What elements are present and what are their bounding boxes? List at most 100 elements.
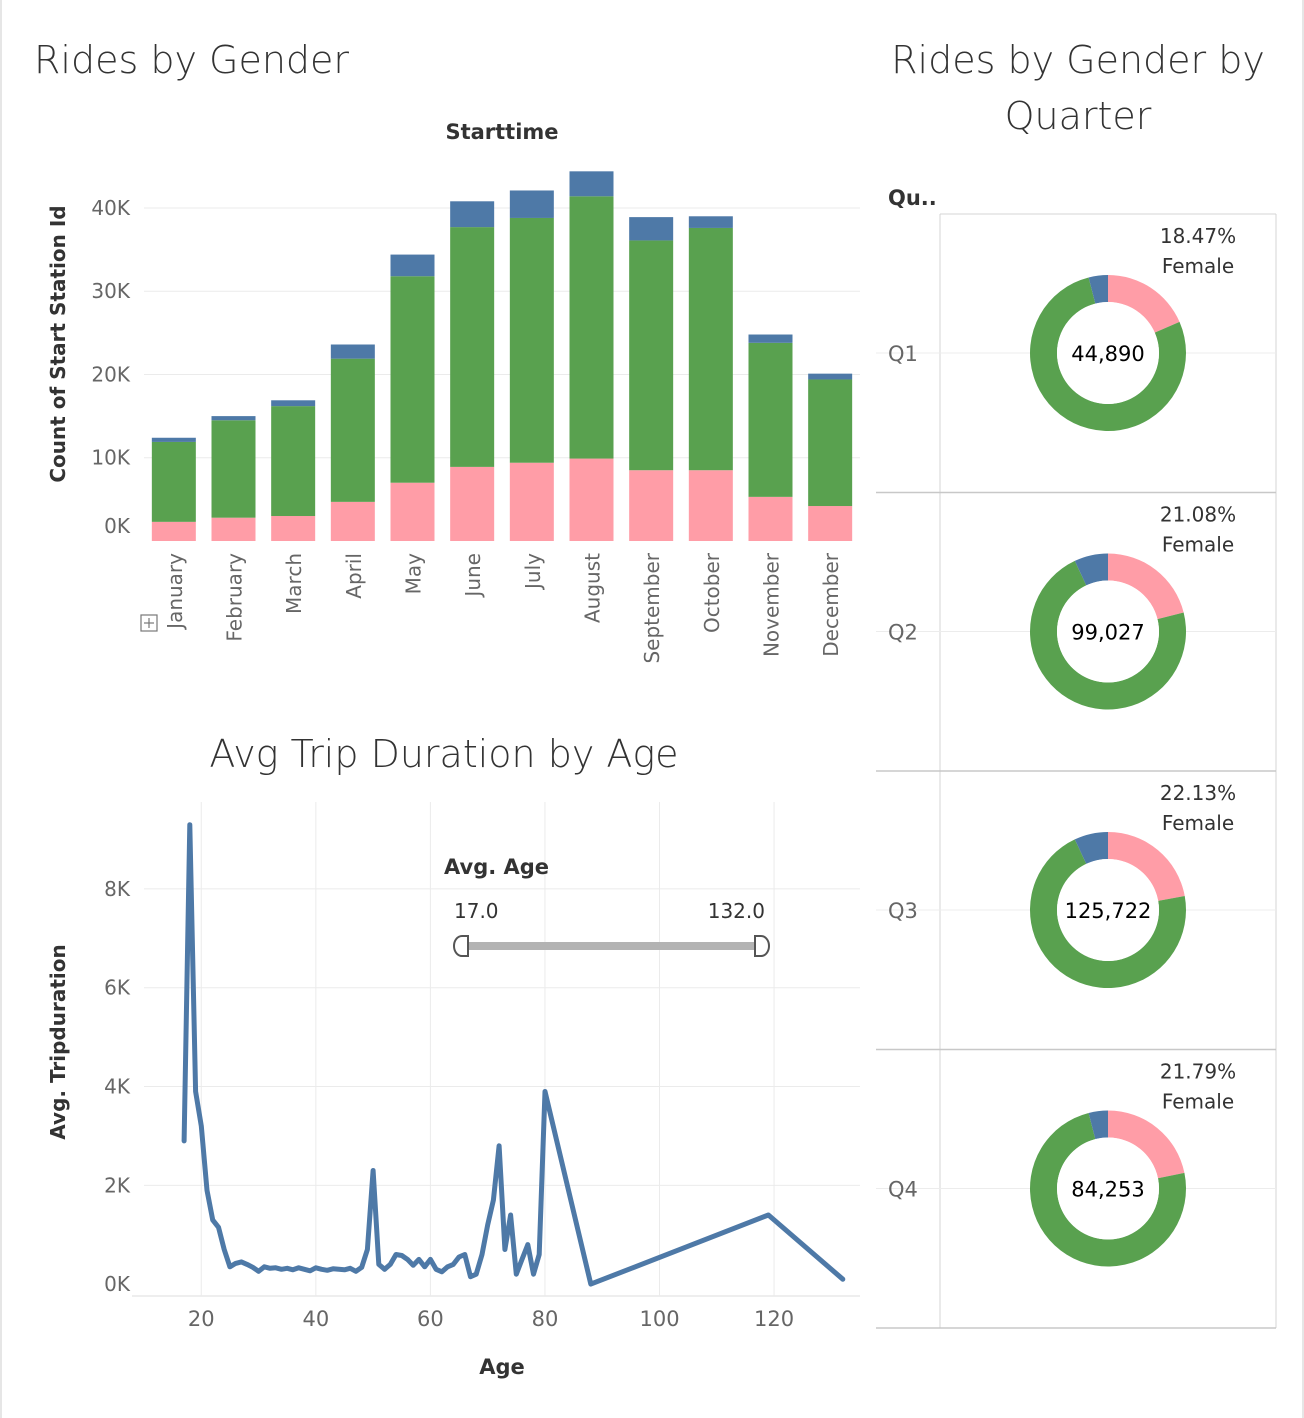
female-donut-slice[interactable] [1108, 1110, 1185, 1179]
unknown-bar-segment[interactable] [271, 400, 316, 407]
line-y-tick-label: 4K [104, 1075, 131, 1099]
female-bar-segment[interactable] [509, 462, 554, 541]
quarter-total-label: 84,253 [1071, 1178, 1144, 1202]
line-x-tick-label: 20 [188, 1307, 215, 1331]
month-tick-label: November [760, 552, 784, 657]
female-bar-segment[interactable] [390, 482, 435, 541]
female-donut-slice[interactable] [1108, 275, 1180, 333]
female-bar-segment[interactable] [629, 470, 674, 541]
trip-duration-series-line [181, 822, 846, 1287]
male-bar-segment[interactable] [569, 196, 614, 459]
quarter-row-q3: Q3 125,722 22.13% Female [876, 781, 1276, 988]
unknown-bar-segment[interactable] [629, 217, 674, 241]
line-y-tick-label: 8K [104, 877, 131, 901]
female-bar-segment[interactable] [808, 506, 853, 541]
male-bar-segment[interactable] [808, 379, 853, 507]
male-donut-slice[interactable] [1030, 1112, 1186, 1267]
donut-hole [1057, 580, 1159, 683]
line-y-axis-label: Avg. Tripduration [46, 944, 70, 1139]
unknown-bar-segment[interactable] [688, 216, 733, 228]
donut-hole [1057, 1137, 1159, 1240]
female-bar-segment[interactable] [569, 458, 614, 541]
line-x-tick-label: 120 [754, 1307, 794, 1331]
unknown-bar-segment[interactable] [211, 416, 256, 421]
bar-y-tick-label: 40K [91, 196, 130, 220]
unknown-bar-segment[interactable] [748, 334, 793, 343]
unknown-donut-slice[interactable] [1088, 275, 1108, 304]
bar-y-tick-label: 30K [91, 279, 130, 303]
quarter-row-q2: Q2 99,027 21.08% Female [876, 503, 1276, 710]
female-bar-segment[interactable] [450, 466, 495, 541]
line-y-tick-label: 0K [104, 1272, 131, 1296]
age-slider-max-handle[interactable] [754, 935, 770, 957]
unknown-bar-segment[interactable] [450, 201, 495, 228]
line-x-axis-label: Age [479, 1355, 525, 1379]
line-y-tick-label: 2K [104, 1173, 131, 1197]
month-tick-label: February [223, 553, 247, 642]
frame-left-border [0, 0, 2, 1418]
male-bar-segment[interactable] [330, 358, 375, 502]
male-donut-slice[interactable] [1029, 839, 1186, 988]
female-donut-slice[interactable] [1108, 832, 1185, 901]
rides-by-gender-title: Rides by Gender [34, 38, 350, 82]
quarter-label: Q2 [888, 621, 918, 645]
female-label: Female [1162, 254, 1234, 278]
unknown-bar-segment[interactable] [808, 373, 853, 380]
month-tick-label: August [581, 553, 605, 623]
month-tick-label: October [700, 552, 724, 633]
month-tick-label: September [640, 552, 664, 663]
expand-icon[interactable] [140, 614, 158, 632]
rides-by-quarter-title-line2: Quarter [1004, 94, 1152, 138]
female-donut-slice[interactable] [1108, 553, 1184, 620]
male-bar-segment[interactable] [390, 276, 435, 483]
quarter-total-label: 125,722 [1065, 899, 1152, 923]
month-tick-label: January [163, 553, 187, 631]
quarter-row-q1: Q1 44,890 18.47% Female [876, 224, 1276, 431]
male-bar-segment[interactable] [271, 406, 316, 517]
male-bar-segment[interactable] [629, 240, 674, 471]
unknown-bar-segment[interactable] [509, 190, 554, 218]
quarter-total-label: 99,027 [1071, 621, 1144, 645]
starttime-header: Starttime [445, 120, 558, 144]
male-bar-segment[interactable] [748, 342, 793, 497]
line-x-tick-label: 40 [302, 1307, 329, 1331]
female-bar-segment[interactable] [271, 516, 316, 541]
age-slider-track[interactable] [462, 942, 762, 950]
female-percent-label: 18.47% [1160, 224, 1236, 248]
male-bar-segment[interactable] [151, 441, 196, 522]
month-tick-label: June [461, 553, 485, 599]
female-bar-segment[interactable] [748, 496, 793, 541]
unknown-donut-slice[interactable] [1074, 832, 1108, 864]
unknown-bar-segment[interactable] [390, 254, 435, 277]
male-bar-segment[interactable] [509, 217, 554, 463]
female-bar-segment[interactable] [688, 470, 733, 541]
bar-y-tick-label: 0K [104, 514, 131, 538]
quarter-column-header[interactable]: Qu.. [888, 186, 937, 210]
month-tick-label: July [521, 553, 545, 591]
quarter-label: Q1 [888, 342, 918, 366]
line-y-tick-label: 6K [104, 976, 131, 1000]
quarter-label: Q3 [888, 899, 918, 923]
male-donut-slice[interactable] [1029, 560, 1186, 710]
quarter-total-label: 44,890 [1071, 342, 1144, 366]
unknown-donut-slice[interactable] [1074, 553, 1108, 586]
unknown-bar-segment[interactable] [151, 437, 196, 442]
bar-y-tick-label: 20K [91, 362, 130, 386]
unknown-donut-slice[interactable] [1088, 1110, 1108, 1140]
month-tick-label: December [819, 552, 843, 656]
rides-by-quarter-title-line1: Rides by Gender by [891, 38, 1265, 82]
unknown-bar-segment[interactable] [330, 344, 375, 359]
male-bar-segment[interactable] [688, 227, 733, 471]
quarter-label: Q4 [888, 1178, 918, 1202]
unknown-bar-segment[interactable] [569, 171, 614, 197]
female-bar-segment[interactable] [151, 521, 196, 541]
female-bar-segment[interactable] [211, 517, 256, 541]
female-bar-segment[interactable] [330, 501, 375, 541]
male-bar-segment[interactable] [450, 227, 495, 467]
age-filter: Avg. Age 17.0 132.0 [444, 855, 770, 957]
male-donut-slice[interactable] [1030, 277, 1186, 431]
bar-y-tick-label: 10K [91, 446, 130, 470]
age-slider-min-handle[interactable] [453, 935, 469, 957]
male-bar-segment[interactable] [211, 420, 256, 518]
